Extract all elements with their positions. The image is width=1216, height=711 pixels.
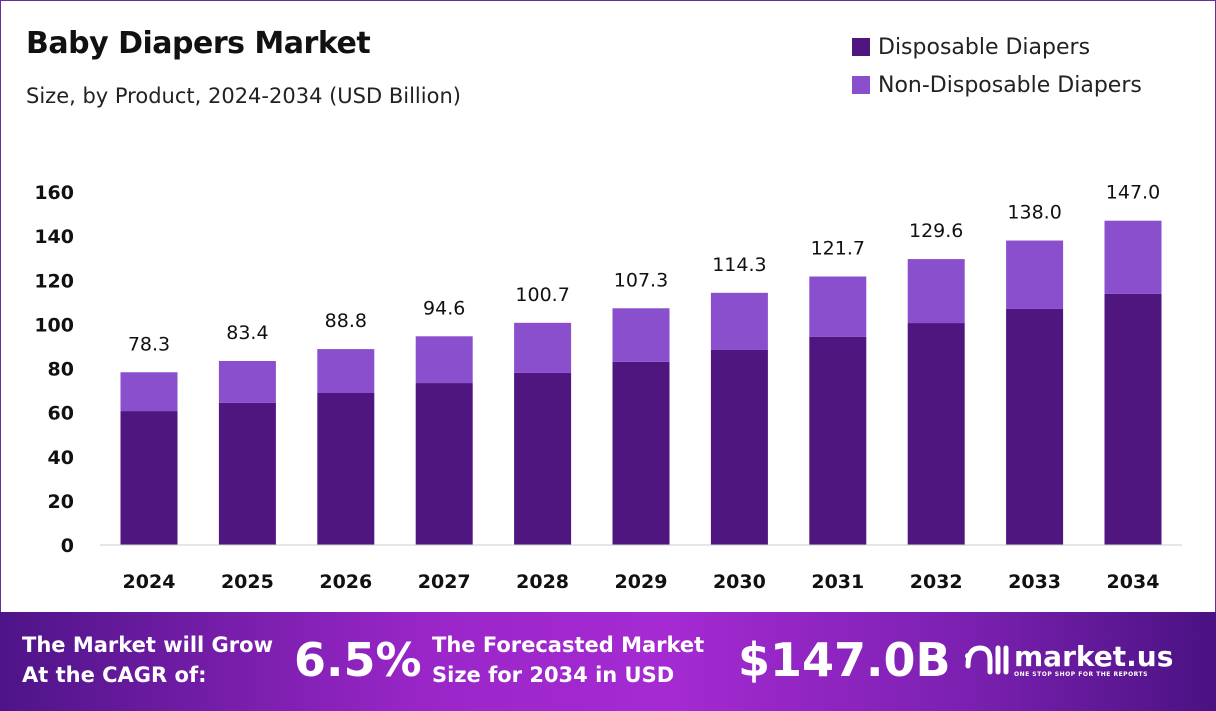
y-tick-label: 160 [34,182,74,204]
forecast-value: $147.0B [738,633,951,687]
bar-non-disposable-2024 [120,372,178,412]
data-label-2027: 94.6 [423,297,465,319]
bar-chart: 0 20 40 60 80 100 120 140 160 78.3 2024 83.4 2025 88.… [34,182,1182,593]
bar-disposable-2027 [415,383,473,545]
legend-item-disposable: Disposable Diapers [852,28,1142,66]
bar-non-disposable-2026 [317,349,375,393]
x-tick-label: 2031 [811,571,864,593]
forecast-label-line1: The Forecasted Market [432,633,705,657]
legend-swatch-non-disposable [852,76,870,94]
data-label-2033: 138.0 [1007,202,1061,224]
legend: Disposable Diapers Non-Disposable Diaper… [852,28,1142,104]
logo-tagline: ONE STOP SHOP FOR THE REPORTS [1014,670,1148,678]
cagr-value: 6.5% [294,633,422,687]
bar-non-disposable-2031 [809,276,867,337]
bar-non-disposable-2028 [514,322,572,373]
x-tick-label: 2027 [418,571,471,593]
x-tick-label: 2024 [123,571,176,593]
bar-disposable-2029 [612,361,670,545]
cagr-label-line1: The Market will Grow [22,633,273,657]
bar-disposable-2024 [120,411,178,545]
data-label-2025: 83.4 [226,322,268,344]
forecast-label-line2: Size for 2034 in USD [432,663,675,687]
bar-non-disposable-2030 [710,292,768,350]
data-label-2024: 78.3 [128,333,170,355]
x-tick-label: 2030 [713,571,766,593]
x-tick-label: 2026 [319,571,372,593]
x-tick-label: 2025 [221,571,274,593]
bar-non-disposable-2032 [907,259,965,324]
y-tick-label: 20 [48,491,74,513]
bar-disposable-2031 [809,336,867,545]
y-tick-label: 80 [48,359,74,381]
y-tick-label: 60 [48,403,74,425]
data-label-2032: 129.6 [909,220,963,242]
bar-non-disposable-2034 [1104,220,1162,294]
data-label-2026: 88.8 [325,310,367,332]
bar-non-disposable-2027 [415,336,473,384]
legend-label: Non-Disposable Diapers [878,72,1142,98]
x-tick-label: 2032 [910,571,963,593]
legend-swatch-disposable [852,38,870,56]
logo-icon [965,645,1009,675]
x-tick-label: 2034 [1107,571,1160,593]
x-tick-label: 2033 [1008,571,1061,593]
logo-name: market.us [1014,639,1174,673]
bar-non-disposable-2025 [218,360,276,403]
legend-label: Disposable Diapers [878,34,1091,60]
data-label-2030: 114.3 [712,254,766,276]
data-label-2034: 147.0 [1106,182,1160,204]
chart-subtitle: Size, by Product, 2024-2034 (USD Billion… [26,84,461,108]
y-tick-label: 40 [48,447,74,469]
data-label-2028: 100.7 [515,284,569,306]
bar-non-disposable-2029 [612,308,670,362]
x-tick-label: 2028 [516,571,569,593]
y-tick-label: 100 [34,314,74,336]
market-us-logo: market.us ONE STOP SHOP FOR THE REPORTS [962,640,1173,680]
data-label-2029: 107.3 [614,269,668,291]
y-tick-label: 140 [34,226,74,248]
bar-disposable-2034 [1104,293,1162,545]
cagr-label: The Market will Grow At the CAGR of: [22,630,273,690]
bar-disposable-2028 [514,372,572,545]
x-tick-label: 2029 [615,571,668,593]
data-label-2031: 121.7 [811,237,865,259]
y-tick-label: 120 [34,270,74,292]
chart-title: Baby Diapers Market [26,26,371,61]
legend-item-non-disposable: Non-Disposable Diapers [852,66,1142,104]
footer-banner: The Market will Grow At the CAGR of: 6.5… [0,612,1216,711]
bar-disposable-2026 [317,392,375,545]
cagr-label-line2: At the CAGR of: [22,663,207,687]
bar-disposable-2030 [710,349,768,545]
bar-non-disposable-2033 [1006,240,1064,309]
bar-disposable-2025 [218,402,276,545]
forecast-label: The Forecasted Market Size for 2034 in U… [432,630,704,690]
y-tick-label: 0 [61,535,74,557]
bar-disposable-2032 [907,323,965,545]
bar-disposable-2033 [1006,308,1064,545]
